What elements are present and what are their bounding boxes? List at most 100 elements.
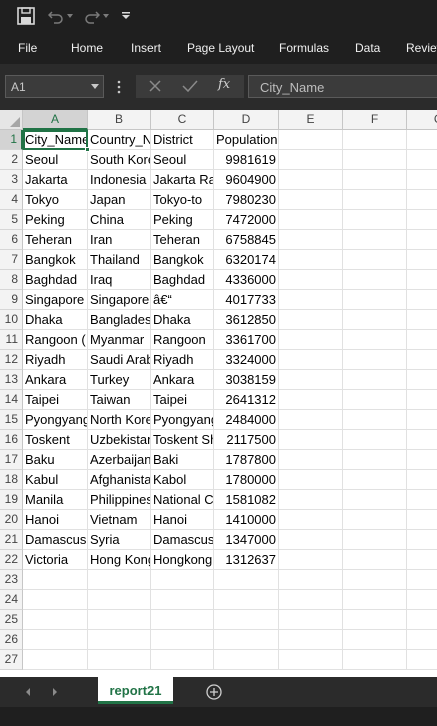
row-header[interactable]: 22 [0,550,23,570]
row-header[interactable]: 12 [0,350,23,370]
cell[interactable]: China [88,210,151,230]
row-header[interactable]: 21 [0,530,23,550]
row-header[interactable]: 18 [0,470,23,490]
cell[interactable] [151,570,214,590]
row-header[interactable]: 4 [0,190,23,210]
row-header[interactable]: 7 [0,250,23,270]
cell[interactable] [343,470,407,490]
cell[interactable] [343,390,407,410]
row-header[interactable]: 17 [0,450,23,470]
column-header-a[interactable]: A [23,110,88,130]
cell[interactable]: 6758845 [214,230,279,250]
cell[interactable] [343,610,407,630]
cell[interactable]: Toskent [23,430,88,450]
cell[interactable]: Afghanistan [88,470,151,490]
row-header[interactable]: 16 [0,430,23,450]
cell[interactable] [407,410,437,430]
column-header-d[interactable]: D [214,110,279,130]
cell[interactable]: 1581082 [214,490,279,510]
cell[interactable] [151,590,214,610]
cell[interactable] [279,650,343,670]
enter-check-icon[interactable] [182,79,198,93]
cell[interactable]: Manila [23,490,88,510]
row-header[interactable]: 15 [0,410,23,430]
customize-toolbar-icon[interactable] [121,11,131,21]
cell[interactable] [343,490,407,510]
cell[interactable]: Ankara [23,370,88,390]
cell[interactable] [343,570,407,590]
cell[interactable] [279,130,343,150]
cell[interactable] [279,190,343,210]
row-header[interactable]: 5 [0,210,23,230]
cell[interactable]: Seoul [23,150,88,170]
cell[interactable]: Hongkong [151,550,214,570]
cell[interactable] [343,270,407,290]
cell[interactable] [407,370,437,390]
row-header[interactable]: 25 [0,610,23,630]
row-header[interactable]: 8 [0,270,23,290]
cell[interactable] [343,230,407,250]
cell[interactable]: National Capital Reg [151,490,214,510]
cell[interactable]: Teheran [151,230,214,250]
tab-review[interactable]: Review [406,41,437,55]
cell[interactable] [407,470,437,490]
row-header[interactable]: 26 [0,630,23,650]
cell[interactable]: Pyongyang [23,410,88,430]
cell[interactable] [279,170,343,190]
save-icon[interactable] [16,6,36,26]
cell[interactable]: Hong Kong [88,550,151,570]
tab-page-layout[interactable]: Page Layout [187,41,255,55]
cell[interactable] [279,630,343,650]
undo-icon[interactable] [48,8,64,24]
cell[interactable]: Damascus [23,530,88,550]
cell[interactable]: Japan [88,190,151,210]
cell[interactable] [279,530,343,550]
cell[interactable] [279,350,343,370]
cell[interactable]: 4017733 [214,290,279,310]
cell[interactable]: Tokyo-to [151,190,214,210]
row-header[interactable]: 27 [0,650,23,670]
cell[interactable] [279,270,343,290]
cell[interactable] [407,650,437,670]
cell[interactable] [407,350,437,370]
cell[interactable]: Dhaka [23,310,88,330]
cell[interactable]: Taiwan [88,390,151,410]
redo-dropdown-icon[interactable] [102,12,110,20]
cell[interactable]: Jakarta [23,170,88,190]
cell[interactable] [279,150,343,170]
cell[interactable] [343,550,407,570]
cell[interactable]: Peking [23,210,88,230]
cell[interactable] [279,490,343,510]
cell[interactable]: Indonesia [88,170,151,190]
cell[interactable] [279,430,343,450]
cell[interactable] [279,590,343,610]
cell[interactable]: Baghdad [151,270,214,290]
cell[interactable] [407,130,437,150]
cell[interactable]: District [151,130,214,150]
cell[interactable] [407,150,437,170]
cell[interactable] [279,390,343,410]
cell[interactable]: 9604900 [214,170,279,190]
cell[interactable]: 1410000 [214,510,279,530]
more-options-icon[interactable] [116,80,122,94]
cell[interactable]: Philippines [88,490,151,510]
cell[interactable]: Pyongyang [151,410,214,430]
cell[interactable]: Kabol [151,470,214,490]
column-header-c[interactable]: C [151,110,214,130]
cell[interactable] [23,650,88,670]
row-header[interactable]: 6 [0,230,23,250]
sheet-tab-report21[interactable]: report21 [98,677,173,704]
row-header[interactable]: 24 [0,590,23,610]
cell[interactable] [214,590,279,610]
cell[interactable]: Jakarta Raya [151,170,214,190]
cell[interactable]: 3324000 [214,350,279,370]
tab-data[interactable]: Data [355,41,381,55]
cell[interactable] [343,330,407,350]
column-header-g[interactable]: G [407,110,437,130]
column-header-b[interactable]: B [88,110,151,130]
cell[interactable] [279,230,343,250]
cell[interactable] [88,630,151,650]
fill-handle[interactable] [85,147,90,152]
cell[interactable] [343,410,407,430]
select-all-button[interactable] [0,110,23,130]
